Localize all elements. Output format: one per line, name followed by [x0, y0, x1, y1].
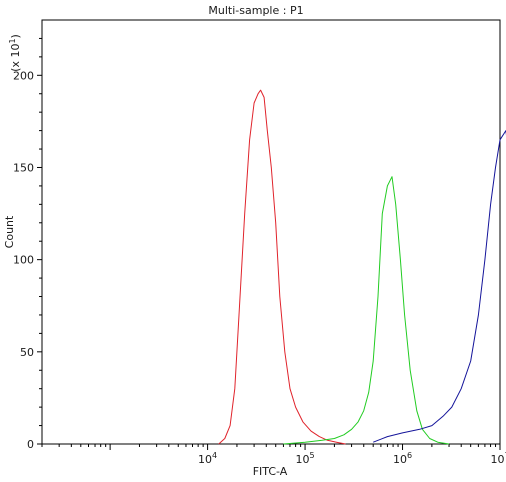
y-tick-label: 100 — [13, 254, 34, 267]
x-tick-label: 104 — [198, 451, 217, 466]
plot-area: 0 50 100 150 200 104 105 106 107 — [13, 19, 506, 466]
y-tick-label: 150 — [13, 161, 34, 174]
chart-title: Multi-sample : P1 — [208, 4, 303, 17]
plot-frame — [41, 19, 501, 445]
x-tick-label: 107 — [490, 451, 506, 466]
y-tick-label: 0 — [27, 438, 34, 451]
x-tick-label: 105 — [296, 451, 315, 466]
y-multiplier-label: (x 101) — [8, 34, 22, 72]
x-axis-label: FITC-A — [253, 465, 288, 478]
y-axis-label: Count — [3, 215, 16, 248]
x-tick-label: 106 — [393, 451, 412, 466]
y-tick-label: 200 — [13, 69, 34, 82]
series-line-2 — [283, 176, 450, 445]
y-multiplier-base: (x 10 — [9, 44, 22, 72]
series-line-1 — [218, 89, 346, 445]
y-multiplier-exp: 1 — [8, 38, 17, 43]
y-tick-label: 50 — [20, 346, 34, 359]
series-line-3 — [373, 130, 506, 443]
